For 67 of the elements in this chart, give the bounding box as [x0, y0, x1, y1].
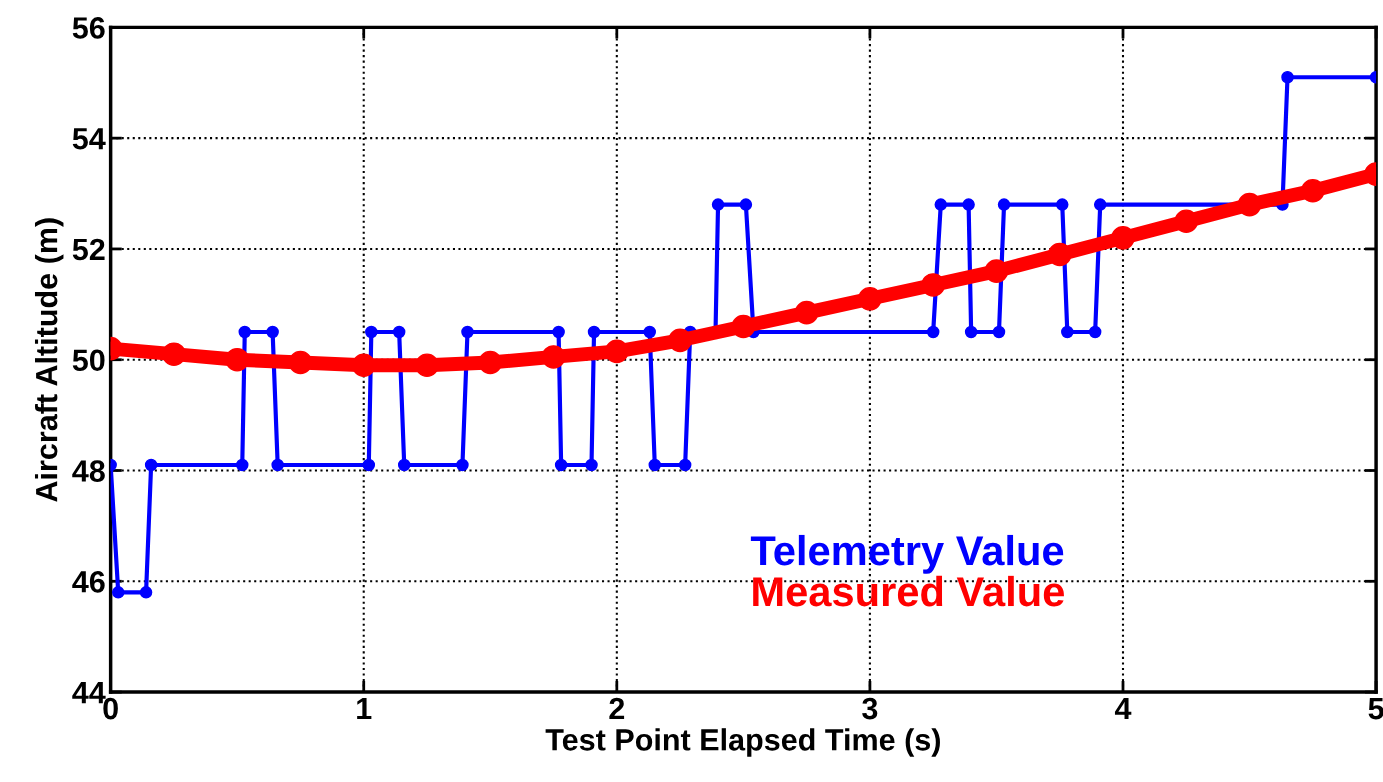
point	[731, 314, 756, 339]
point	[225, 347, 249, 372]
point	[984, 259, 1009, 283]
point	[392, 325, 406, 339]
x-tick-label: 2	[609, 697, 625, 720]
point	[739, 198, 753, 211]
y-tick-label: 50	[72, 349, 105, 372]
point	[456, 458, 469, 472]
point	[552, 325, 565, 339]
point	[461, 325, 474, 339]
point	[238, 325, 252, 339]
point	[668, 328, 692, 353]
point	[678, 458, 692, 472]
point	[1111, 226, 1135, 250]
point	[1088, 325, 1102, 339]
point	[235, 458, 249, 472]
point	[362, 458, 376, 472]
point	[858, 286, 882, 311]
y-tick-label: 46	[72, 571, 105, 593]
point	[711, 198, 725, 211]
y-axis-title: Aircraft Altitude (m)	[34, 218, 64, 502]
point	[794, 300, 819, 325]
text: Telemetry Value	[750, 534, 1064, 574]
point	[144, 458, 158, 472]
point	[997, 198, 1011, 211]
point	[921, 273, 945, 297]
point	[648, 458, 662, 472]
point	[351, 353, 376, 378]
point	[1056, 198, 1069, 211]
point	[554, 458, 568, 472]
point	[1174, 209, 1199, 234]
point	[365, 325, 378, 339]
y-tick-label: 48	[72, 460, 105, 482]
point	[415, 353, 439, 378]
point	[964, 325, 978, 339]
point	[288, 350, 313, 375]
point	[1047, 242, 1072, 267]
point	[478, 350, 503, 375]
point	[1237, 192, 1262, 217]
x-tick-label: 1	[357, 698, 372, 720]
point	[926, 325, 940, 339]
point	[587, 325, 601, 339]
x-tick-label: 4	[1114, 698, 1132, 720]
point	[962, 198, 975, 211]
point	[1281, 70, 1294, 84]
point	[266, 325, 279, 339]
point	[934, 198, 948, 211]
point	[271, 458, 284, 472]
point	[992, 325, 1006, 339]
point	[139, 586, 153, 599]
text: Measured Value	[753, 575, 1064, 607]
x-axis-title: Test Point Elapsed Time (s)	[545, 728, 940, 757]
y-tick-label: 56	[72, 17, 105, 39]
point	[162, 342, 186, 366]
point	[397, 458, 411, 472]
point	[1301, 178, 1325, 203]
point	[1093, 198, 1107, 211]
x-tick-label: 5	[1368, 698, 1383, 720]
y-tick-label: 54	[72, 128, 106, 150]
point	[605, 339, 629, 364]
x-tick-label: 3	[862, 697, 878, 720]
point	[643, 325, 656, 339]
point	[585, 458, 598, 472]
point	[111, 586, 125, 599]
point	[541, 345, 566, 369]
point	[1061, 325, 1074, 339]
y-tick-label: 52	[72, 238, 105, 261]
